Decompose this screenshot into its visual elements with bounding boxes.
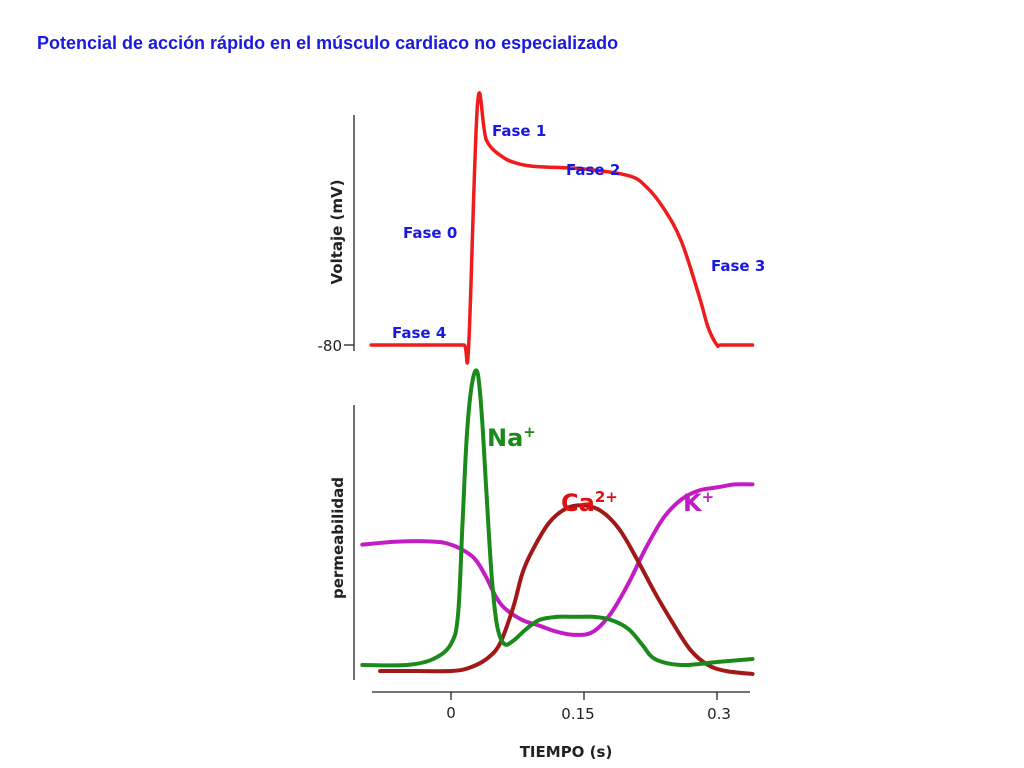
k-permeability-curve [360, 482, 755, 637]
permeability-panel: permeabilidad 0 0.15 0.3 TIEMPO (s) Na+ … [329, 368, 755, 761]
k-series-label: K+ [683, 488, 714, 517]
x-tick-label-03: 0.3 [707, 705, 731, 723]
na-series-label: Na+ [487, 423, 536, 452]
voltage-panel: -80 Voltaje (mV) Fase 0 Fase 1 Fase 2 Fa… [318, 91, 765, 365]
ca-permeability-curve [378, 503, 755, 676]
voltage-y-tick-label: -80 [318, 337, 343, 355]
x-tick-label-015: 0.15 [561, 705, 594, 723]
phase-3-label: Fase 3 [711, 257, 765, 275]
ca-series-label: Ca2+ [561, 488, 618, 517]
x-tick-label-0: 0 [446, 704, 456, 722]
phase-2-label: Fase 2 [566, 161, 620, 179]
phase-0-label: Fase 0 [403, 224, 457, 242]
voltage-y-axis-label: Voltaje (mV) [328, 179, 346, 284]
permeability-y-axis-label: permeabilidad [329, 477, 347, 599]
page-title: Potencial de acción rápido en el músculo… [37, 33, 619, 53]
phase-4-label: Fase 4 [392, 324, 446, 342]
voltage-curve [369, 91, 755, 365]
x-axis-label: TIEMPO (s) [520, 743, 613, 761]
phase-1-label: Fase 1 [492, 122, 546, 140]
na-permeability-curve [360, 368, 755, 668]
